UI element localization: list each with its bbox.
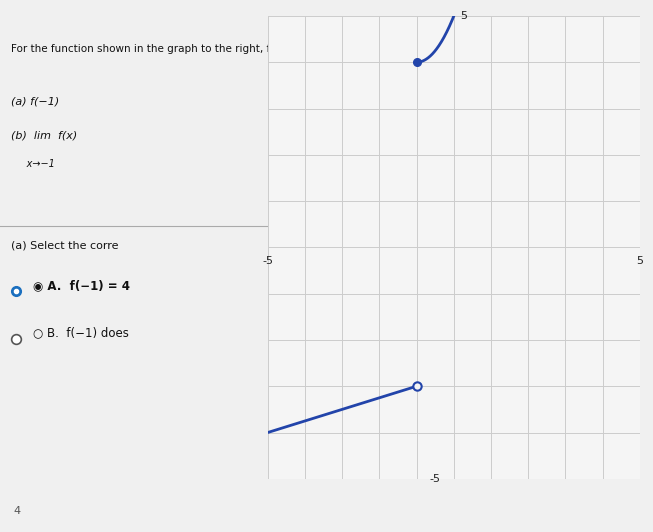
Text: For the function shown in the graph to the right, find the following.: For the function shown in the graph to t… bbox=[11, 44, 360, 54]
Text: -5: -5 bbox=[430, 474, 441, 484]
Text: x→−1: x→−1 bbox=[11, 159, 55, 169]
Text: -5: -5 bbox=[263, 255, 273, 265]
Text: ○ B.  f(−1) does: ○ B. f(−1) does bbox=[33, 327, 129, 339]
Text: ◉ A.  f(−1) = 4: ◉ A. f(−1) = 4 bbox=[33, 279, 130, 292]
Text: (a) Select the corre: (a) Select the corre bbox=[11, 240, 118, 251]
Text: (b)  lim  f(x): (b) lim f(x) bbox=[11, 130, 77, 140]
Text: (a) f(−1): (a) f(−1) bbox=[11, 97, 59, 107]
Text: 5: 5 bbox=[460, 11, 468, 21]
Text: 5: 5 bbox=[637, 255, 643, 265]
Text: 4: 4 bbox=[13, 506, 20, 516]
